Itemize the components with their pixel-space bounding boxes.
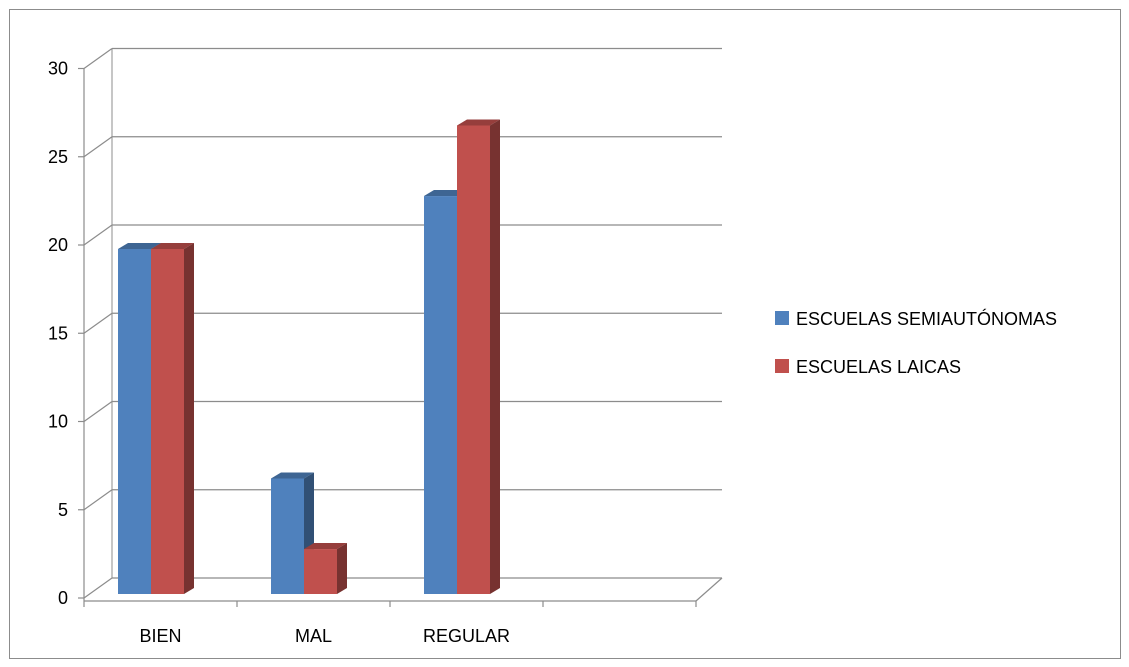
x-category-label: BIEN	[139, 626, 181, 646]
y-tick-label: 0	[58, 588, 68, 608]
y-tick-label: 30	[48, 59, 68, 79]
legend-swatch	[775, 359, 789, 373]
gridline-side	[83, 312, 113, 334]
bar	[304, 549, 337, 594]
bar	[424, 196, 457, 595]
bar-top	[271, 472, 314, 479]
bar-top	[151, 243, 194, 249]
gridline-side	[83, 577, 113, 599]
x-category-label: MAL	[295, 626, 332, 646]
bar-top	[457, 119, 500, 126]
y-tick-label: 20	[48, 235, 68, 255]
bar-top	[304, 543, 347, 550]
gridline-side	[83, 401, 113, 422]
bar	[151, 249, 184, 594]
chart-frame	[9, 9, 1121, 659]
legend-label: ESCUELAS LAICAS	[796, 357, 961, 377]
floor-right-edge	[695, 577, 723, 602]
y-tick-label: 25	[48, 147, 68, 167]
x-category-label: REGULAR	[423, 626, 510, 646]
bar	[118, 249, 151, 594]
bar	[457, 125, 490, 594]
bar-side	[490, 119, 500, 594]
y-tick-label: 5	[58, 500, 68, 520]
bar	[271, 478, 304, 594]
bar-side	[337, 543, 347, 594]
y-tick-label: 10	[48, 412, 68, 432]
gridline-side	[83, 224, 113, 246]
legend-label: ESCUELAS SEMIAUTÓNOMAS	[796, 308, 1057, 329]
legend-swatch	[775, 311, 789, 325]
bar-top	[424, 190, 467, 197]
bar-side	[184, 243, 194, 594]
gridline-side	[83, 48, 113, 69]
bar-top	[118, 243, 161, 249]
y-tick-label: 15	[48, 323, 68, 343]
gridline-side	[83, 489, 113, 511]
gridline-side	[83, 136, 113, 158]
